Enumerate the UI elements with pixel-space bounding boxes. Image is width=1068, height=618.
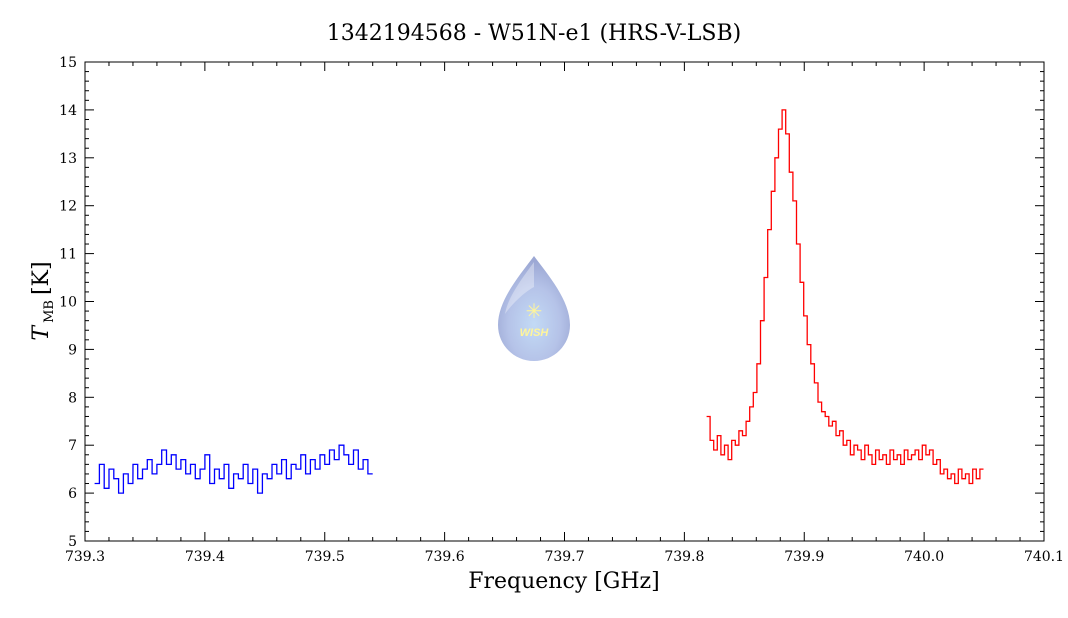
chart-title: 1342194568 - W51N-e1 (HRS-V-LSB) [327,21,741,46]
x-axis-label: Frequency [GHz] [468,569,660,594]
series-line-blue-band [94,444,373,494]
x-tick-label: 739.3 [65,549,105,565]
x-tick-label: 739.5 [305,549,345,565]
y-tick-label: 14 [59,103,77,119]
y-axis-label: TMB[K] [29,261,57,340]
y-tick-label: 12 [59,199,77,215]
wish-logo: ✳ WISH [498,256,570,361]
logo-star-icon: ✳ [526,299,543,323]
y-tick-label: 5 [68,534,77,550]
x-tick-label: 739.6 [425,549,465,565]
y-tick-label: 7 [68,438,77,454]
x-tick-label: 739.8 [664,549,704,565]
x-tick-label: 739.4 [185,549,225,565]
x-tick-label: 739.9 [784,549,824,565]
y-tick-label: 9 [68,342,77,358]
x-tick-label: 740.1 [1024,549,1064,565]
series-line-red-band [706,109,984,485]
logo-text: WISH [520,327,550,339]
y-tick-label: 8 [68,390,77,406]
y-tick-label: 6 [68,486,77,502]
x-tick-label: 740.0 [904,549,944,565]
y-tick-label: 10 [59,295,77,311]
y-tick-label: 11 [59,247,77,263]
y-tick-label: 15 [59,55,77,71]
y-tick-label: 13 [59,151,77,167]
x-tick-label: 739.7 [544,549,584,565]
